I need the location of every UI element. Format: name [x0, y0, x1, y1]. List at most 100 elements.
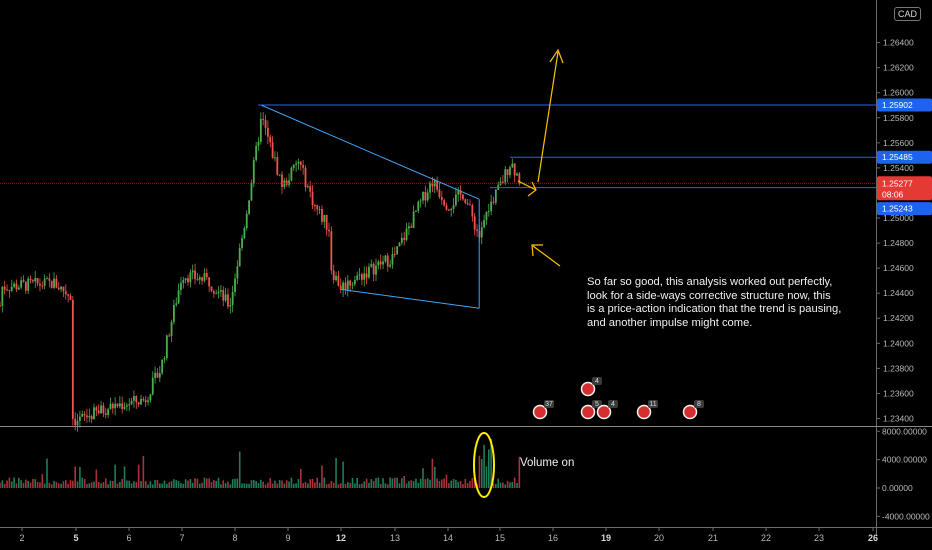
candle-body [494, 189, 497, 203]
candle-body [116, 403, 119, 407]
volume-bar [86, 484, 88, 488]
volume-bar [173, 479, 175, 488]
volume-bar [499, 482, 502, 488]
candle-body [299, 161, 302, 166]
volume-bar [290, 477, 293, 488]
volume-bar [6, 480, 8, 488]
candle-body [158, 373, 161, 378]
event-badge-count: 37 [545, 401, 553, 408]
volume-bar [278, 480, 281, 488]
price-tick-label: 1.24800 [883, 238, 914, 248]
candle-body [295, 163, 297, 165]
volume-bar [509, 482, 511, 488]
event-marker[interactable]: 4 [580, 377, 603, 397]
candle-body [328, 229, 330, 232]
event-badge-bg [592, 400, 602, 408]
candle-body [262, 118, 265, 120]
economic-events[interactable]: 37 4 5 4 11 8 [532, 377, 705, 420]
volume-bar [126, 480, 128, 488]
volume-bar [495, 483, 497, 488]
candle-body [339, 285, 342, 290]
candle-body [400, 237, 403, 243]
event-marker[interactable]: 8 [682, 400, 705, 420]
volume-bar [67, 483, 69, 488]
volume-bar [490, 439, 492, 488]
candle-body [375, 265, 377, 275]
candle-body [257, 141, 260, 146]
candle-body [227, 294, 229, 307]
time-tick-label: 12 [336, 533, 346, 543]
candle-body [452, 205, 455, 209]
volume-bar [18, 477, 20, 488]
candle-body [191, 270, 194, 273]
candle-body [194, 270, 196, 280]
volume-bar [457, 482, 460, 488]
candle-body [278, 174, 281, 176]
candle-body [234, 278, 236, 292]
event-marker[interactable]: 37 [532, 400, 555, 420]
volume-bar [43, 483, 46, 488]
event-badge-count: 4 [595, 378, 599, 385]
candle-body [306, 186, 309, 188]
candle-body [290, 167, 293, 181]
candle-body [255, 145, 258, 161]
candle-body [342, 282, 344, 290]
currency-label[interactable]: CAD [894, 7, 922, 21]
candle-body [184, 278, 187, 281]
candle-body [346, 280, 349, 290]
price-tick-label: 1.26400 [883, 38, 914, 48]
volume-bar [149, 481, 152, 488]
volume-bar [386, 484, 389, 488]
volume-bar [29, 482, 32, 488]
volume-bar [436, 478, 438, 488]
volume-bar [429, 479, 431, 488]
event-badge-bg [648, 400, 658, 408]
event-marker[interactable]: 11 [636, 400, 659, 420]
candlestick-series [0, 112, 521, 432]
candle-body [104, 413, 107, 415]
volume-bar [194, 478, 196, 488]
candle-body [297, 161, 300, 164]
candle-body [325, 214, 328, 230]
volume-bar [354, 483, 356, 488]
price-tick-label: 1.23600 [883, 388, 914, 398]
candle-body [419, 200, 422, 202]
volume-bar [20, 480, 22, 488]
candle-body [450, 208, 453, 211]
time-tick-label: 22 [761, 533, 771, 543]
candle-body [182, 280, 185, 283]
event-marker[interactable]: 4 [596, 400, 619, 420]
time-tick-label: 6 [126, 533, 131, 543]
volume-bar [433, 466, 436, 488]
candle-body [408, 226, 410, 229]
volume-bar [394, 477, 396, 488]
volume-bar [32, 479, 34, 488]
candle-body [121, 403, 124, 409]
volume-bar [112, 480, 114, 488]
time-tick-label: 16 [548, 533, 558, 543]
price-tick-label: 1.24600 [883, 263, 914, 273]
analysis-note: So far so good, this analysis worked out… [587, 276, 842, 329]
candle-body [48, 278, 51, 281]
volume-bar [236, 478, 239, 488]
volume-bar [229, 484, 232, 488]
candle-body [163, 358, 166, 360]
volume-bar [422, 468, 424, 488]
volume-bar [443, 478, 445, 488]
time-tick-label: 9 [285, 533, 290, 543]
volume-bar [39, 482, 41, 488]
candle-body [201, 277, 203, 281]
candle-body [351, 284, 354, 286]
drawing-layer[interactable] [0, 48, 876, 498]
candle-body [403, 237, 406, 240]
candle-body [469, 204, 471, 206]
volume-bar [196, 478, 199, 488]
event-marker[interactable]: 5 [580, 400, 603, 420]
volume-bar [497, 478, 499, 488]
volume-bar [485, 466, 488, 488]
volume-bar [60, 483, 62, 488]
candle-body [344, 282, 347, 290]
volume-bar [323, 477, 326, 488]
